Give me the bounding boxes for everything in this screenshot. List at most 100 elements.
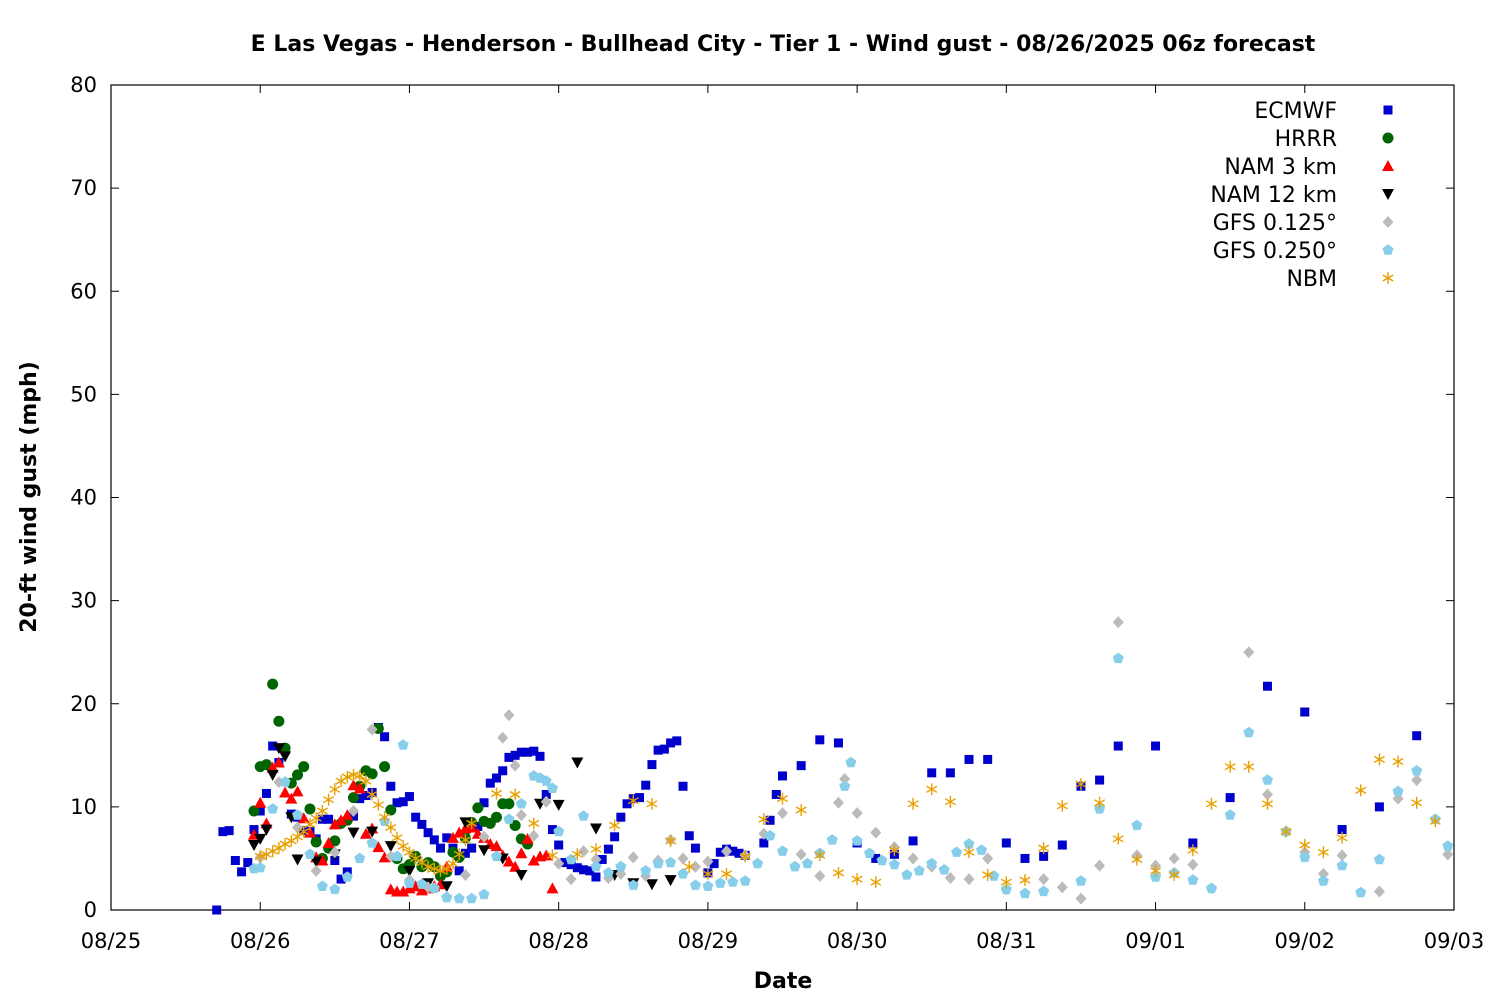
data-point xyxy=(528,829,540,842)
data-point xyxy=(554,840,564,850)
data-point xyxy=(938,864,950,875)
data-point xyxy=(579,865,589,875)
data-point xyxy=(1411,774,1423,787)
x-tick-label: 08/27 xyxy=(379,929,440,953)
data-point xyxy=(1373,853,1385,865)
y-tick-label: 50 xyxy=(70,382,97,406)
data-point xyxy=(347,827,360,839)
data-point xyxy=(1020,853,1030,863)
data-point xyxy=(490,787,503,800)
data-point xyxy=(1038,842,1050,855)
data-point xyxy=(478,845,491,857)
x-tick-label: 08/31 xyxy=(976,929,1037,953)
data-point xyxy=(372,841,385,853)
data-point xyxy=(212,905,222,915)
data-point xyxy=(347,779,360,791)
data-point xyxy=(298,825,310,838)
data-point xyxy=(459,817,472,829)
y-tick-label: 80 xyxy=(70,73,97,97)
data-point xyxy=(328,818,341,830)
data-point xyxy=(1337,825,1347,835)
data-point xyxy=(428,862,440,875)
data-point xyxy=(322,836,335,848)
data-point xyxy=(447,857,459,870)
data-point xyxy=(1355,886,1367,898)
data-point xyxy=(403,877,415,888)
data-point xyxy=(702,855,714,868)
data-point xyxy=(546,782,558,793)
data-point xyxy=(578,845,590,858)
data-point xyxy=(354,769,366,782)
data-point xyxy=(366,768,378,780)
data-point xyxy=(1187,874,1199,885)
data-point xyxy=(503,798,515,810)
series-nbm xyxy=(254,753,1441,889)
data-point xyxy=(329,846,341,859)
data-point xyxy=(684,831,694,841)
data-point xyxy=(491,773,501,783)
data-point xyxy=(440,881,453,893)
data-point xyxy=(888,858,900,870)
data-point xyxy=(590,860,602,872)
data-point xyxy=(466,892,478,904)
data-point xyxy=(591,872,601,882)
data-point xyxy=(1075,892,1087,905)
data-point xyxy=(454,866,464,876)
data-point xyxy=(329,783,341,796)
data-point xyxy=(459,833,471,846)
data-point xyxy=(1094,859,1106,872)
data-point xyxy=(218,827,228,837)
data-point xyxy=(1262,681,1272,691)
data-point xyxy=(515,869,528,881)
data-point xyxy=(578,810,590,821)
legend-label: NAM 3 km xyxy=(1224,155,1337,180)
data-point xyxy=(1442,848,1454,861)
data-point xyxy=(1299,839,1311,851)
data-point xyxy=(411,812,421,822)
data-point xyxy=(870,876,882,889)
data-point xyxy=(384,841,397,853)
data-point xyxy=(553,825,565,837)
data-point xyxy=(310,812,322,825)
legend-marker xyxy=(1382,272,1394,284)
data-point xyxy=(1224,809,1236,820)
y-tick-label: 40 xyxy=(70,486,97,510)
data-point xyxy=(336,874,346,884)
data-point xyxy=(1187,858,1199,871)
x-tick-label: 08/25 xyxy=(81,929,142,953)
data-point xyxy=(622,799,632,809)
data-point xyxy=(1056,881,1068,894)
data-point xyxy=(739,875,751,886)
plot-area xyxy=(110,84,1455,911)
data-point xyxy=(627,851,639,864)
data-point xyxy=(1373,753,1385,766)
data-point xyxy=(714,877,726,888)
data-point xyxy=(1411,765,1423,776)
data-point xyxy=(403,846,415,859)
data-point xyxy=(260,759,272,771)
data-point xyxy=(907,852,919,865)
legend-label: GFS 0.250° xyxy=(1213,239,1337,264)
data-point xyxy=(1243,726,1255,738)
data-point xyxy=(224,826,234,836)
data-point xyxy=(428,882,440,893)
data-point xyxy=(546,882,559,894)
x-tick-label: 09/01 xyxy=(1125,929,1186,953)
data-point xyxy=(734,848,744,858)
data-point xyxy=(926,857,938,869)
data-point xyxy=(646,797,658,810)
data-point xyxy=(347,792,359,804)
data-point xyxy=(255,806,265,816)
data-point xyxy=(589,823,602,835)
data-point xyxy=(602,867,614,878)
data-point xyxy=(372,798,384,811)
legend-label: NAM 12 km xyxy=(1210,183,1337,208)
data-point xyxy=(366,837,378,848)
data-point xyxy=(360,775,372,788)
data-point xyxy=(423,828,433,838)
data-point xyxy=(832,796,844,809)
data-point xyxy=(689,879,701,890)
data-point xyxy=(529,746,539,756)
data-point xyxy=(515,798,527,809)
data-point xyxy=(702,867,714,880)
